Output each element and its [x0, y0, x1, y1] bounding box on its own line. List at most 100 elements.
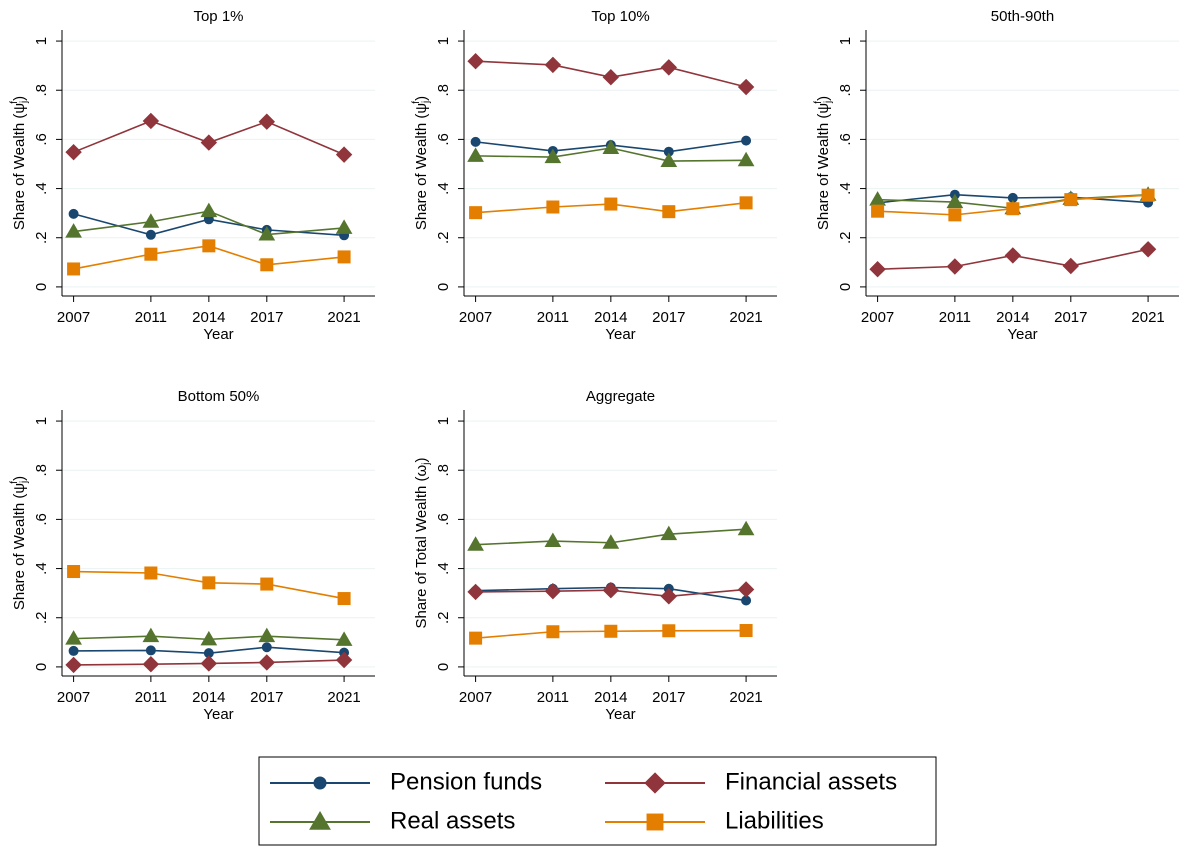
- x-axis-label: Year: [605, 706, 635, 723]
- y-tick-label: .8: [33, 84, 50, 97]
- marker: [946, 193, 964, 209]
- y-label-text: Share of Wealth (ψ: [11, 483, 28, 610]
- marker: [602, 581, 620, 599]
- y-tick-label: .2: [33, 611, 50, 624]
- y-tick-label: .2: [33, 231, 50, 244]
- y-label-sup: f: [813, 101, 824, 104]
- y-axis-label: Share of Wealth (ψjf): [813, 96, 834, 230]
- marker: [1139, 241, 1157, 258]
- legend-label: Real assets: [390, 807, 515, 834]
- legend-box: [258, 756, 937, 846]
- marker: [604, 624, 618, 638]
- marker: [65, 656, 82, 674]
- y-tick-label: .6: [33, 513, 50, 526]
- marker: [142, 112, 160, 130]
- y-tick-label: .8: [435, 464, 452, 477]
- y-tick-label: 0: [33, 283, 50, 291]
- marker: [68, 208, 79, 219]
- y-label-end: ): [413, 458, 430, 463]
- x-tick-label: 2021: [729, 689, 762, 706]
- y-tick-label: 1: [837, 37, 854, 45]
- chart-title: Bottom 50%: [178, 388, 260, 405]
- x-tick-label: 2007: [459, 309, 492, 326]
- marker: [67, 565, 81, 579]
- marker: [467, 583, 484, 601]
- marker: [1006, 202, 1020, 216]
- x-axis-label: Year: [1007, 326, 1037, 343]
- marker: [871, 204, 885, 218]
- y-tick-label: .6: [837, 133, 854, 146]
- marker: [739, 196, 753, 210]
- legend-label: Pension funds: [390, 768, 542, 795]
- y-label-text: Share of Wealth (ψ: [11, 103, 28, 230]
- y-tick-label: 1: [435, 417, 452, 425]
- marker: [142, 655, 160, 673]
- marker: [202, 239, 216, 253]
- marker: [544, 532, 562, 548]
- marker: [335, 146, 353, 163]
- marker: [1062, 257, 1080, 275]
- y-tick-label: 0: [435, 283, 452, 291]
- y-tick-label: .2: [837, 231, 854, 244]
- y-label-end: ): [11, 476, 28, 481]
- y-label-text: Share of Wealth (ψ: [815, 103, 832, 230]
- marker: [335, 651, 353, 669]
- y-tick-label: 0: [33, 663, 50, 671]
- y-axis-label: Share of Wealth (ψjf): [9, 476, 30, 610]
- marker: [739, 624, 753, 638]
- marker: [660, 525, 678, 541]
- y-tick-label: 1: [33, 37, 50, 45]
- y-tick-label: .8: [33, 464, 50, 477]
- marker: [142, 627, 160, 643]
- marker: [145, 229, 156, 240]
- marker: [65, 630, 82, 645]
- marker: [467, 536, 484, 551]
- marker: [145, 645, 156, 656]
- y-label-sup: f: [9, 101, 20, 104]
- marker: [200, 630, 218, 646]
- y-tick-label: .4: [33, 562, 50, 575]
- marker: [467, 53, 484, 70]
- marker: [869, 260, 886, 278]
- marker: [662, 205, 676, 219]
- marker: [660, 59, 678, 76]
- marker: [544, 56, 562, 74]
- marker: [261, 642, 272, 653]
- legend-marker: [309, 810, 331, 830]
- marker: [258, 113, 276, 130]
- y-label-sub: j: [421, 101, 432, 104]
- y-label-sub: j: [19, 101, 30, 104]
- y-label-sup: f: [411, 101, 422, 104]
- marker: [946, 258, 964, 275]
- marker: [65, 143, 82, 161]
- marker: [737, 520, 755, 536]
- marker: [200, 202, 218, 218]
- x-axis-label: Year: [203, 326, 233, 343]
- marker: [202, 576, 216, 590]
- marker: [337, 592, 351, 606]
- legend-label: Liabilities: [725, 807, 824, 834]
- marker: [741, 135, 752, 146]
- x-tick-label: 2021: [327, 689, 360, 706]
- x-tick-label: 2007: [861, 309, 894, 326]
- y-tick-label: .6: [435, 513, 452, 526]
- x-tick-label: 2011: [537, 689, 569, 706]
- marker: [260, 577, 274, 591]
- marker: [67, 262, 81, 276]
- x-tick-label: 2011: [537, 309, 569, 326]
- marker: [144, 566, 158, 580]
- y-label-text: Share of Total Wealth (ω: [413, 464, 430, 628]
- x-tick-label: 2011: [939, 309, 971, 326]
- legend-marker: [644, 772, 666, 794]
- y-tick-label: .8: [435, 84, 452, 97]
- y-label-end: ): [11, 96, 28, 101]
- chart-title: 50th-90th: [991, 8, 1054, 25]
- y-axis-label: Share of Wealth (ψjf): [9, 96, 30, 230]
- x-tick-label: 2014: [594, 309, 627, 326]
- x-tick-label: 2007: [459, 689, 492, 706]
- y-tick-label: 0: [837, 283, 854, 291]
- marker: [258, 627, 276, 643]
- marker: [142, 213, 160, 228]
- marker: [602, 68, 620, 86]
- y-label-sub: j: [823, 101, 834, 104]
